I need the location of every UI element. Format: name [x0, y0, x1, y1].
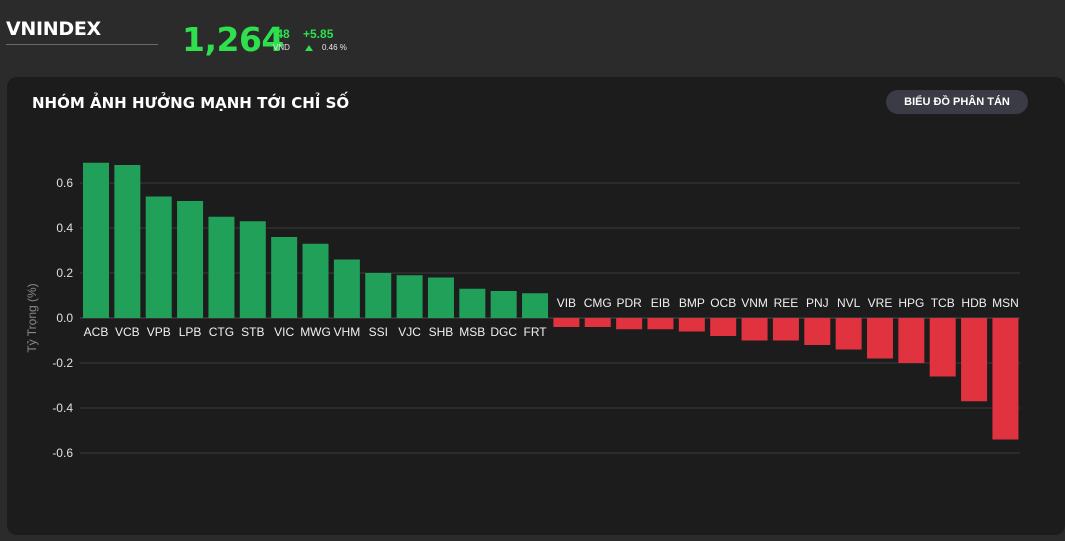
category-label: VRE — [868, 296, 893, 310]
category-label: SHB — [429, 325, 454, 339]
bar — [145, 196, 172, 318]
bar — [647, 318, 674, 330]
category-label: VIC — [274, 325, 294, 339]
category-label: HDB — [961, 296, 986, 310]
y-tick-label: 0.6 — [56, 176, 73, 190]
bar — [490, 291, 517, 318]
y-tick-label: 0.2 — [56, 266, 73, 280]
up-arrow-icon — [305, 45, 313, 51]
bar — [208, 216, 235, 318]
bar — [898, 318, 925, 363]
bar — [177, 201, 204, 318]
bar — [992, 318, 1019, 440]
bar — [459, 288, 486, 318]
category-label: VIB — [557, 296, 576, 310]
bar — [772, 318, 799, 341]
bar — [396, 275, 423, 318]
category-label: MSB — [459, 325, 485, 339]
category-label: BMP — [679, 296, 705, 310]
index-name: VNINDEX — [6, 18, 101, 40]
category-label: TCB — [931, 296, 955, 310]
bar — [333, 259, 360, 318]
category-label: LPB — [179, 325, 202, 339]
currency-label: VND — [273, 43, 290, 52]
category-label: REE — [774, 296, 799, 310]
bar — [271, 237, 298, 318]
index-price: 1,264 — [182, 20, 284, 59]
bar — [239, 221, 266, 318]
bar — [710, 318, 737, 336]
bar — [365, 273, 392, 318]
bar — [427, 277, 454, 318]
category-label: VCB — [115, 325, 140, 339]
y-tick-label: 0.4 — [56, 221, 73, 235]
category-label: VPB — [147, 325, 171, 339]
index-price-decimal: .48 — [273, 27, 290, 41]
bar — [741, 318, 768, 341]
index-change: +5.85 — [303, 27, 334, 41]
category-label: DGC — [490, 325, 517, 339]
category-label: VJC — [398, 325, 421, 339]
bar — [553, 318, 580, 327]
category-label: PNJ — [806, 296, 829, 310]
category-label: STB — [241, 325, 264, 339]
category-label: VNM — [741, 296, 768, 310]
y-tick-label: -0.2 — [52, 356, 73, 370]
y-tick-label: -0.4 — [52, 401, 73, 415]
bar — [678, 318, 705, 332]
category-label: MWG — [300, 325, 331, 339]
index-change-percent: 0.46 % — [322, 43, 347, 52]
category-label: EIB — [651, 296, 670, 310]
category-label: CTG — [209, 325, 234, 339]
bar — [522, 293, 549, 318]
y-tick-label: 0.0 — [56, 311, 73, 325]
bar — [616, 318, 643, 330]
category-label: OCB — [710, 296, 736, 310]
category-label: ACB — [84, 325, 109, 339]
category-label: CMG — [584, 296, 612, 310]
category-label: MSN — [992, 296, 1019, 310]
bar — [835, 318, 862, 350]
index-underline — [6, 44, 158, 45]
category-label: HPG — [898, 296, 924, 310]
y-axis-title: Tỷ Trọng (%) — [25, 283, 39, 352]
bar — [804, 318, 831, 345]
category-label: NVL — [837, 296, 861, 310]
category-label: SSI — [369, 325, 388, 339]
bar — [114, 165, 141, 318]
bar — [929, 318, 956, 377]
y-tick-label: -0.6 — [52, 446, 73, 460]
bar — [867, 318, 893, 359]
bar — [302, 243, 329, 318]
bar — [961, 318, 988, 402]
category-label: PDR — [616, 296, 642, 310]
bar — [584, 318, 611, 327]
scatter-chart-button[interactable]: BIỂU ĐỒ PHÂN TÁN — [886, 90, 1028, 114]
category-label: FRT — [523, 325, 547, 339]
panel-title: NHÓM ẢNH HƯỞNG MẠNH TỚI CHỈ SỐ — [32, 94, 350, 112]
category-label: VHM — [334, 325, 361, 339]
bar — [83, 162, 109, 318]
